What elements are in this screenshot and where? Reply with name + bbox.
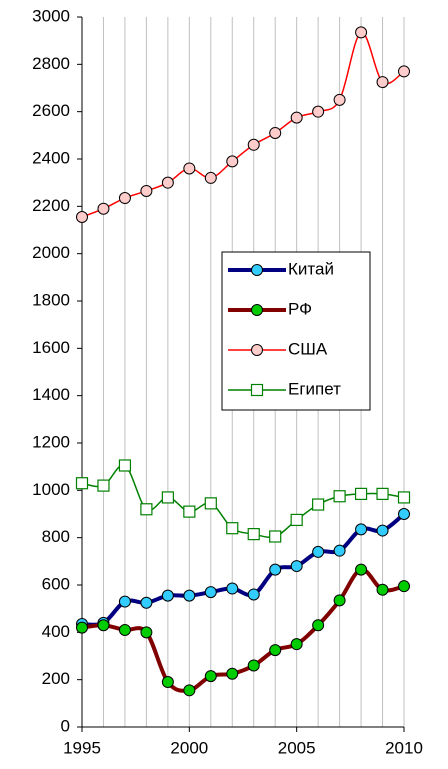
marker xyxy=(140,184,153,197)
marker xyxy=(97,479,110,492)
x-tick-label: 2010 xyxy=(385,738,423,757)
marker xyxy=(290,560,303,573)
marker xyxy=(290,111,303,124)
marker xyxy=(161,676,174,689)
marker xyxy=(161,176,174,189)
y-tick-label: 600 xyxy=(42,574,70,593)
marker xyxy=(140,596,153,609)
y-tick-label: 3000 xyxy=(32,6,70,25)
marker xyxy=(397,491,411,504)
marker xyxy=(247,528,260,541)
marker xyxy=(376,76,389,89)
marker xyxy=(333,490,346,503)
y-tick-label: 2400 xyxy=(32,148,70,167)
y-tick-label: 1800 xyxy=(32,290,70,309)
legend-marker xyxy=(251,344,263,356)
marker xyxy=(118,459,132,472)
legend-marker xyxy=(250,383,264,397)
marker xyxy=(118,192,131,205)
marker xyxy=(312,619,325,632)
legend-label: Китай xyxy=(288,259,334,278)
y-tick-label: 2600 xyxy=(32,101,70,120)
y-tick-label: 2200 xyxy=(32,196,70,215)
legend-label: РФ xyxy=(288,299,312,318)
marker xyxy=(183,505,196,518)
marker xyxy=(118,595,131,608)
marker xyxy=(161,491,174,504)
x-tick-label: 2000 xyxy=(170,738,208,757)
marker xyxy=(312,498,325,511)
marker xyxy=(226,582,239,595)
marker xyxy=(76,621,88,634)
marker xyxy=(75,477,89,490)
marker xyxy=(269,563,282,576)
marker xyxy=(183,589,196,602)
x-tick-label: 2005 xyxy=(278,738,316,757)
marker xyxy=(290,638,303,651)
marker xyxy=(269,644,282,657)
legend-box xyxy=(221,251,371,411)
marker xyxy=(290,513,303,527)
marker xyxy=(376,524,389,537)
marker xyxy=(140,626,153,639)
marker xyxy=(355,523,368,536)
marker xyxy=(398,65,410,78)
marker xyxy=(269,126,282,139)
marker xyxy=(247,588,260,601)
legend-marker xyxy=(251,304,263,316)
marker xyxy=(333,544,346,557)
marker xyxy=(247,659,260,672)
y-tick-label: 400 xyxy=(42,622,70,641)
marker xyxy=(312,545,325,558)
marker xyxy=(97,619,110,632)
marker xyxy=(226,155,239,168)
marker xyxy=(226,522,239,535)
y-tick-label: 1000 xyxy=(32,480,70,499)
marker xyxy=(204,497,217,510)
x-tick-label: 1995 xyxy=(63,738,101,757)
legend-label: Египет xyxy=(288,379,341,398)
legend-label: США xyxy=(288,339,328,358)
marker xyxy=(398,580,410,593)
y-tick-label: 1400 xyxy=(32,385,70,404)
marker xyxy=(204,586,217,599)
y-tick-label: 1600 xyxy=(32,338,70,357)
marker xyxy=(354,487,368,500)
marker xyxy=(398,508,410,520)
marker xyxy=(312,105,325,118)
marker xyxy=(247,138,260,151)
marker xyxy=(183,684,196,697)
series-line xyxy=(81,464,405,539)
marker xyxy=(333,93,346,106)
marker xyxy=(183,162,196,175)
y-tick-label: 800 xyxy=(42,527,70,546)
series-line xyxy=(81,512,406,627)
marker xyxy=(355,26,368,39)
marker xyxy=(226,667,239,680)
marker xyxy=(333,594,346,607)
series-line xyxy=(81,567,405,693)
marker xyxy=(204,171,217,184)
marker xyxy=(140,503,153,516)
marker xyxy=(118,623,131,636)
marker xyxy=(355,563,368,576)
y-tick-label: 0 xyxy=(61,716,70,735)
marker xyxy=(76,210,88,223)
y-tick-label: 2000 xyxy=(32,243,70,262)
y-tick-label: 1200 xyxy=(32,432,70,451)
y-tick-label: 200 xyxy=(42,669,70,688)
marker xyxy=(161,589,174,602)
marker xyxy=(376,487,389,500)
legend-marker xyxy=(251,264,263,276)
marker xyxy=(97,202,110,215)
marker xyxy=(269,530,282,543)
marker xyxy=(204,670,217,683)
y-tick-label: 2800 xyxy=(32,54,70,73)
marker xyxy=(376,583,389,596)
series-line xyxy=(81,31,405,218)
